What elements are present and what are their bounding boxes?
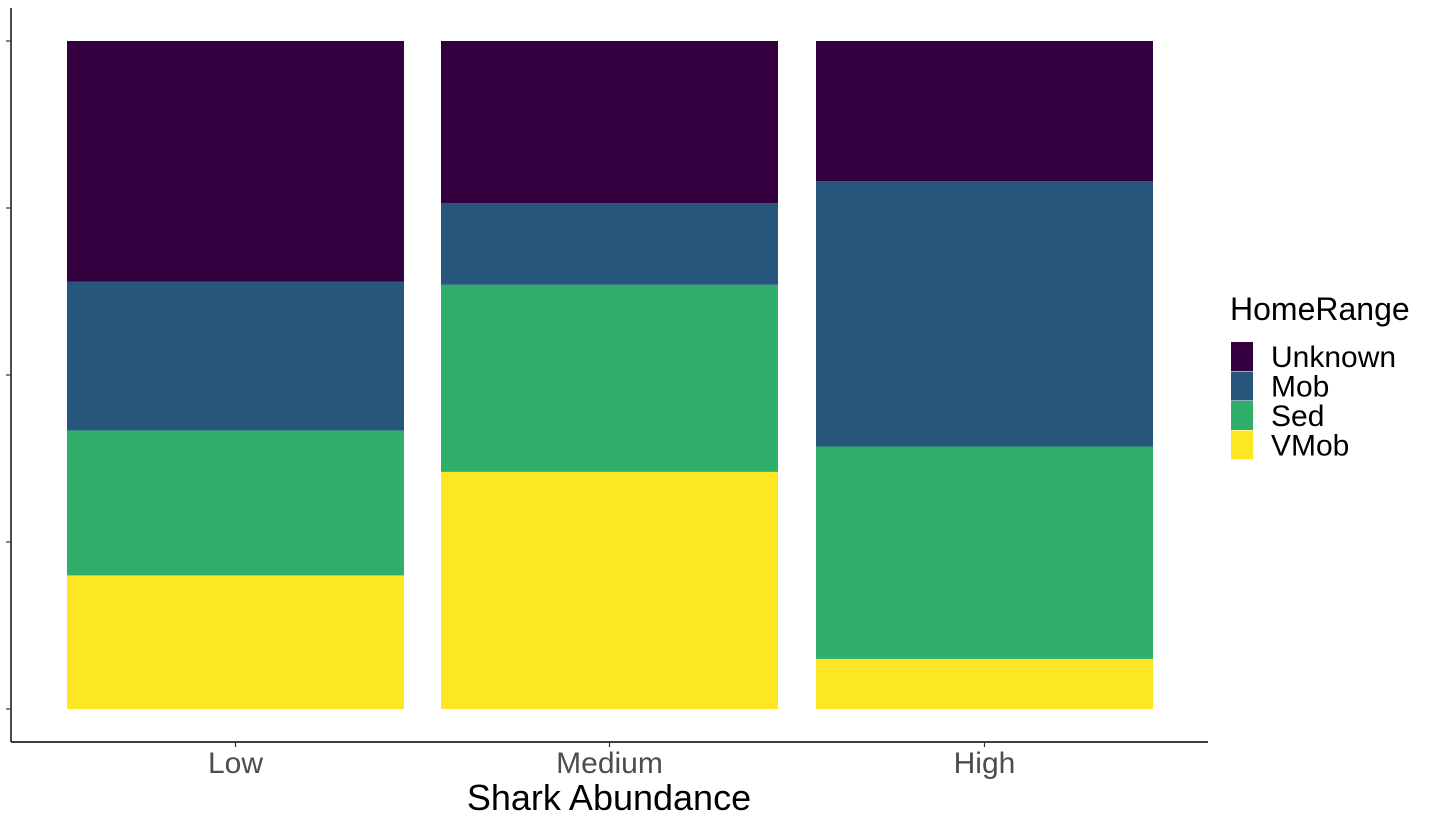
bar-segment-medium-mob	[441, 203, 778, 285]
x-ticks: Low Medium High	[208, 742, 1015, 780]
legend-label-unknown: Unknown	[1271, 341, 1396, 374]
bar-segment-low-vmob	[67, 575, 404, 709]
bar-segment-medium-unknown	[441, 41, 778, 204]
x-axis-title: Shark Abundance	[467, 777, 751, 818]
bar-segment-high-unknown	[816, 41, 1153, 182]
bar-segment-high-mob	[816, 181, 1153, 447]
legend-label-mob: Mob	[1271, 371, 1329, 404]
legend-swatch-unknown	[1231, 342, 1253, 371]
legend-swatch-sed	[1231, 401, 1253, 430]
legend-title: HomeRange	[1230, 291, 1410, 327]
legend-swatch-vmob	[1231, 430, 1253, 460]
bar-segment-low-mob	[67, 281, 404, 431]
bar-segment-medium-vmob	[441, 471, 778, 709]
bar-segment-high-vmob	[816, 658, 1153, 709]
legend-swatch-mob	[1231, 371, 1253, 401]
bar-segment-low-sed	[67, 430, 404, 576]
bar-segment-medium-sed	[441, 284, 778, 472]
x-tick-label-medium: Medium	[556, 747, 663, 780]
x-tick-label-low: Low	[208, 747, 263, 780]
bars-layer	[67, 41, 1153, 709]
x-tick-label-high: High	[954, 747, 1016, 780]
bar-segment-high-sed	[816, 446, 1153, 659]
bar-segment-low-unknown	[67, 41, 404, 282]
y-ticks	[6, 40, 11, 710]
legend-label-sed: Sed	[1271, 400, 1324, 433]
legend-label-vmob: VMob	[1271, 430, 1349, 463]
